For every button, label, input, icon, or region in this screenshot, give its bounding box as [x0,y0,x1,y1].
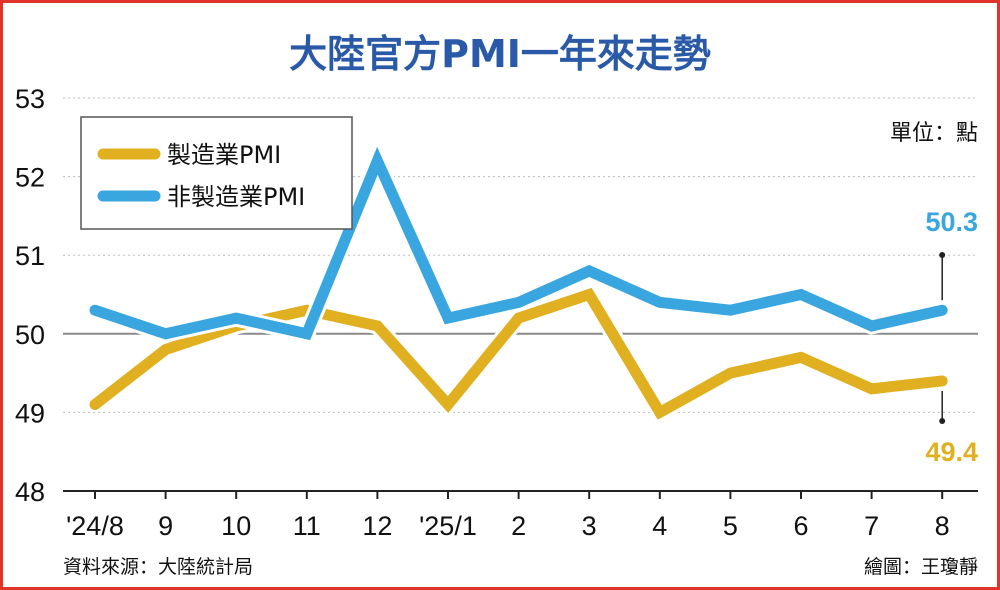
x-tick-label: 4 [652,511,667,541]
data-point-manufacturing [94,404,96,406]
y-tick-label: 51 [15,241,45,271]
end-label-non-manufacturing: 50.3 [925,207,978,237]
x-tick-label: '25/1 [419,511,477,541]
x-tick-label: 7 [864,511,879,541]
series-outline-manufacturing [89,284,944,424]
y-tick-label: 49 [15,398,45,428]
leader-dot-non-manufacturing [939,252,946,258]
x-tick-label: '24/8 [66,511,124,541]
data-point-manufacturing [447,404,449,406]
legend-label-non-manufacturing: 非製造業PMI [167,183,305,211]
y-tick-label: 50 [15,320,45,350]
end-labels: 50.3 49.4 [925,207,978,467]
y-tick-label: 52 [15,163,45,193]
series-line-non-manufacturing [89,146,948,341]
end-label-manufacturing: 49.4 [925,437,978,467]
data-point-manufacturing [588,294,590,296]
data-point-non-manufacturing [941,309,943,311]
x-axis-ticks: '24/8 9 10 11 12 '25/1 2 3 4 5 6 7 8 [66,491,950,541]
data-point-manufacturing [871,388,873,390]
series-lines [89,139,948,424]
x-tick-label: 10 [221,511,251,541]
x-tick-label: 12 [362,511,392,541]
data-point-non-manufacturing [94,309,96,311]
x-tick-label: 3 [582,511,597,541]
data-point-manufacturing [729,372,731,374]
x-tick-label: 6 [793,511,808,541]
data-point-non-manufacturing [729,309,731,311]
x-tick-label: 5 [723,511,738,541]
data-point-non-manufacturing [518,301,520,303]
data-point-non-manufacturing [588,270,590,272]
x-tick-label: 11 [293,511,321,541]
data-point-non-manufacturing [235,317,237,319]
data-point-manufacturing [518,317,520,319]
data-point-non-manufacturing [659,301,661,303]
credit-note: 繪圖：王瓊靜 [864,556,978,578]
data-point-non-manufacturing [306,333,308,335]
leader-dot-manufacturing [939,418,946,424]
source-note: 資料來源：大陸統計局 [63,556,253,578]
data-point-non-manufacturing [800,294,802,296]
data-point-non-manufacturing [165,333,167,335]
data-point-manufacturing [659,411,661,413]
data-point-manufacturing [376,325,378,327]
y-tick-label: 48 [15,477,45,507]
x-tick-label: 9 [158,511,173,541]
data-point-non-manufacturing [447,317,449,319]
y-axis-ticks: 48 49 50 51 52 53 [15,84,45,507]
legend: 製造業PMI 非製造業PMI [80,116,353,230]
data-point-manufacturing [800,356,802,358]
x-tick-label: 8 [935,511,950,541]
unit-label: 單位：點 [890,121,978,146]
legend-box [80,116,353,230]
data-point-manufacturing [165,349,167,351]
data-point-non-manufacturing [376,160,378,162]
data-point-non-manufacturing [871,325,873,327]
x-tick-label: 2 [511,511,526,541]
data-point-manufacturing [941,380,943,382]
chart-title: 大陸官方PMI一年來走勢 [289,32,711,76]
y-tick-label: 53 [15,84,45,114]
legend-label-manufacturing: 製造業PMI [167,141,281,169]
